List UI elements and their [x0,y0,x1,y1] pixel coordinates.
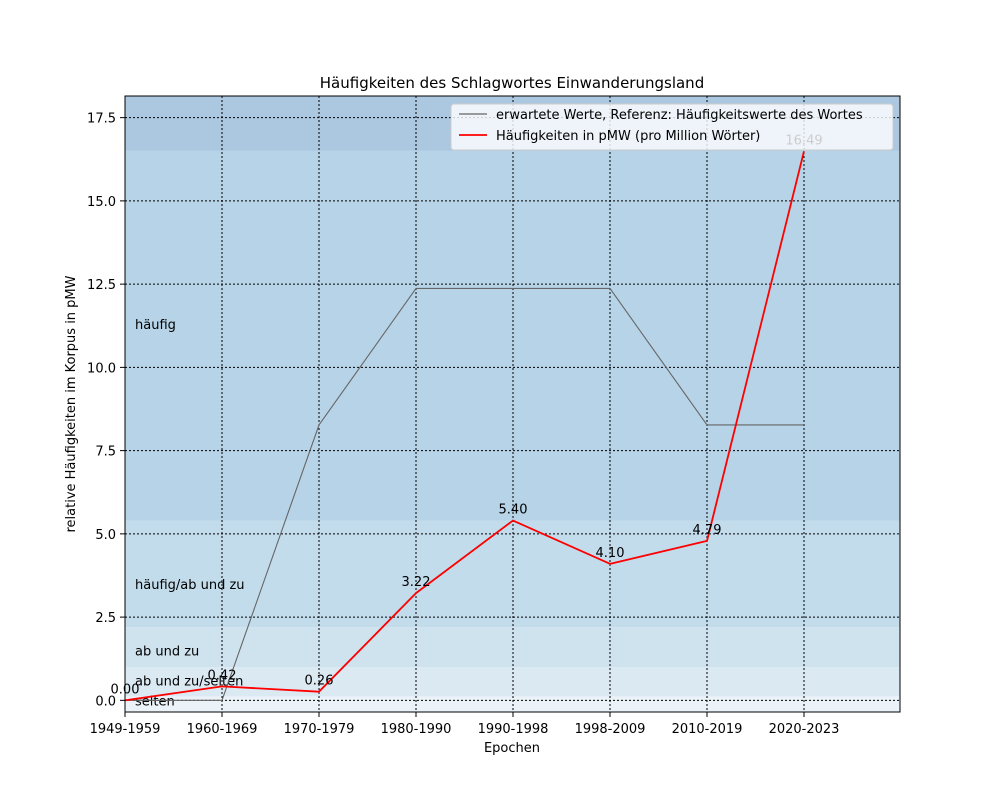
y-tick-label: 2.5 [95,611,116,626]
y-tick-label: 5.0 [95,528,116,543]
data-label: 3.22 [402,575,431,590]
y-tick-label: 0.0 [95,694,116,709]
series-lines [124,151,805,702]
data-label: 0.26 [305,674,334,689]
y-tick-label: 15.0 [87,195,116,210]
data-label: 4.10 [596,546,625,561]
x-axis: 1949-1959 1960-1969 1970-1979 1980-1990 1990… [90,712,840,737]
y-tick-label: 12.5 [87,278,116,293]
data-label: 4.79 [693,523,722,538]
series-line-expected [125,287,804,701]
y-tick-label: 7.5 [95,445,116,460]
series-line-frequency [124,151,805,702]
y-axis: 0.0 2.5 5.0 7.5 10.0 12.5 15.0 17.5 [87,112,125,709]
x-tick-label: 2010-2019 [672,722,743,737]
y-axis-label: relative Häufigkeiten im Korpus in pMW [64,275,79,532]
x-tick-label: 1970-1979 [284,722,355,737]
y-tick-label: 17.5 [87,112,116,127]
data-label: 0.42 [208,668,237,683]
x-tick-label: 1960-1969 [187,722,258,737]
x-tick-label: 1980-1990 [381,722,452,737]
band-label: ab und zu/selten [135,674,243,689]
x-tick-label: 1990-1998 [478,722,549,737]
legend-box [450,103,894,151]
legend-label-expected: erwartete Werte, Referenz: Häufigkeitswe… [496,108,863,123]
band-label: häufig [135,318,176,333]
legend-label-frequency: Häufigkeiten in pMW (pro Million Wörter) [496,129,760,144]
x-tick-label: 2020-2023 [769,722,840,737]
y-tick-label: 10.0 [87,361,116,376]
data-label: 5.40 [499,503,528,518]
x-axis-label: Epochen [484,741,540,756]
x-tick-label: 1998-2009 [575,722,646,737]
band-label: ab und zu [135,644,199,659]
legend: erwartete Werte, Referenz: Häufigkeitswe… [450,103,894,151]
chart-title: Häufigkeiten des Schlagwortes Einwanderu… [320,74,704,92]
grid [124,96,900,712]
x-tick-label: 1949-1959 [90,722,161,737]
band-label: häufig/ab und zu [135,578,245,593]
